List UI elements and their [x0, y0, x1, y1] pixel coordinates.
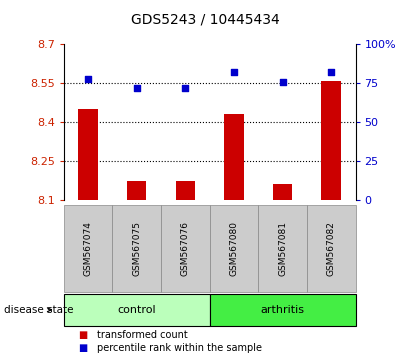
Bar [127, 181, 146, 200]
Bar [224, 114, 244, 200]
Point [182, 85, 189, 91]
Text: GSM567082: GSM567082 [327, 221, 336, 276]
Bar [78, 109, 98, 200]
Text: arthritis: arthritis [261, 305, 305, 315]
Text: ■: ■ [78, 330, 88, 339]
Text: GSM567075: GSM567075 [132, 221, 141, 276]
Text: GSM567074: GSM567074 [83, 221, 92, 276]
Text: GSM567081: GSM567081 [278, 221, 287, 276]
Text: ■: ■ [78, 343, 88, 353]
Text: control: control [118, 305, 156, 315]
Bar [273, 184, 292, 200]
Point [328, 69, 335, 75]
Text: GDS5243 / 10445434: GDS5243 / 10445434 [131, 12, 280, 27]
Text: GSM567080: GSM567080 [229, 221, 238, 276]
Point [279, 79, 286, 85]
Text: transformed count: transformed count [97, 330, 187, 339]
Text: percentile rank within the sample: percentile rank within the sample [97, 343, 261, 353]
Text: disease state: disease state [4, 305, 74, 315]
Point [133, 85, 140, 91]
Bar [175, 181, 195, 200]
Bar [321, 81, 341, 200]
Point [231, 69, 237, 75]
Point [85, 76, 91, 81]
Text: GSM567076: GSM567076 [181, 221, 190, 276]
